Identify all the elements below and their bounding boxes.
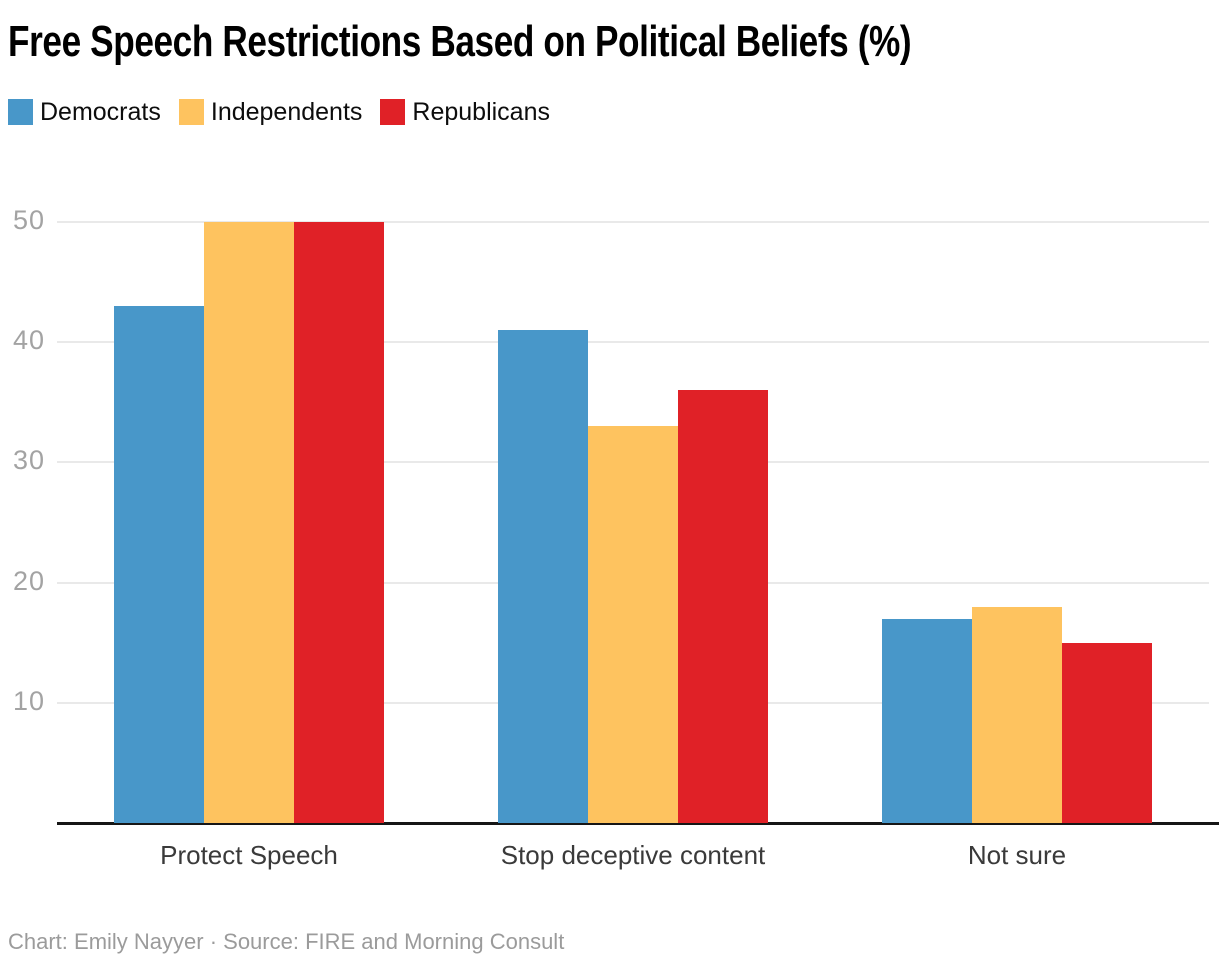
bar-democrats-not-sure: [882, 618, 972, 823]
plot-area: 10 20 30 40 50 Protect Speech Stop deceptive c…: [13, 205, 1219, 870]
x-axis-label-stop-deceptive-content: Stop deceptive content: [500, 840, 766, 870]
bar-democrats-stop-deceptive-content: [498, 330, 588, 823]
x-axis-label-protect-speech: Protect Speech: [160, 840, 338, 870]
bar-independents-not-sure: [972, 606, 1062, 823]
legend-item-republicans: Republicans: [380, 99, 550, 125]
x-axis-line: [57, 822, 1219, 825]
chart-caption: Chart: Emily Nayyer · Source: FIRE and M…: [8, 929, 565, 954]
bar-democrats-protect-speech: [114, 306, 204, 823]
x-axis-label-not-sure: Not sure: [967, 840, 1067, 870]
chart-title: Free Speech Restrictions Based on Politi…: [8, 17, 912, 66]
y-tick-label-20: 20: [12, 565, 45, 596]
y-tick-label-30: 30: [12, 445, 45, 476]
bar-independents-stop-deceptive-content: [588, 426, 678, 823]
legend: Democrats Independents Republicans: [8, 99, 550, 125]
legend-swatch-republicans: [380, 99, 406, 125]
bar-republicans-stop-deceptive-content: [678, 390, 768, 823]
legend-label-republicans: Republicans: [412, 97, 550, 126]
y-tick-label-10: 10: [12, 685, 45, 716]
legend-swatch-democrats: [8, 99, 33, 125]
bar-independents-protect-speech: [204, 222, 294, 823]
legend-item-democrats: Democrats: [8, 99, 161, 125]
legend-swatch-independents: [178, 99, 204, 125]
y-tick-label-40: 40: [12, 325, 45, 356]
legend-label-democrats: Democrats: [40, 97, 161, 126]
bar-republicans-not-sure: [1062, 642, 1152, 823]
bar-republicans-protect-speech: [294, 222, 384, 823]
legend-label-independents: Independents: [210, 97, 363, 126]
gridline-50: [57, 221, 1209, 223]
legend-item-independents: Independents: [178, 97, 363, 126]
gridline-40: [57, 341, 1209, 344]
y-tick-label-50: 50: [12, 205, 45, 235]
